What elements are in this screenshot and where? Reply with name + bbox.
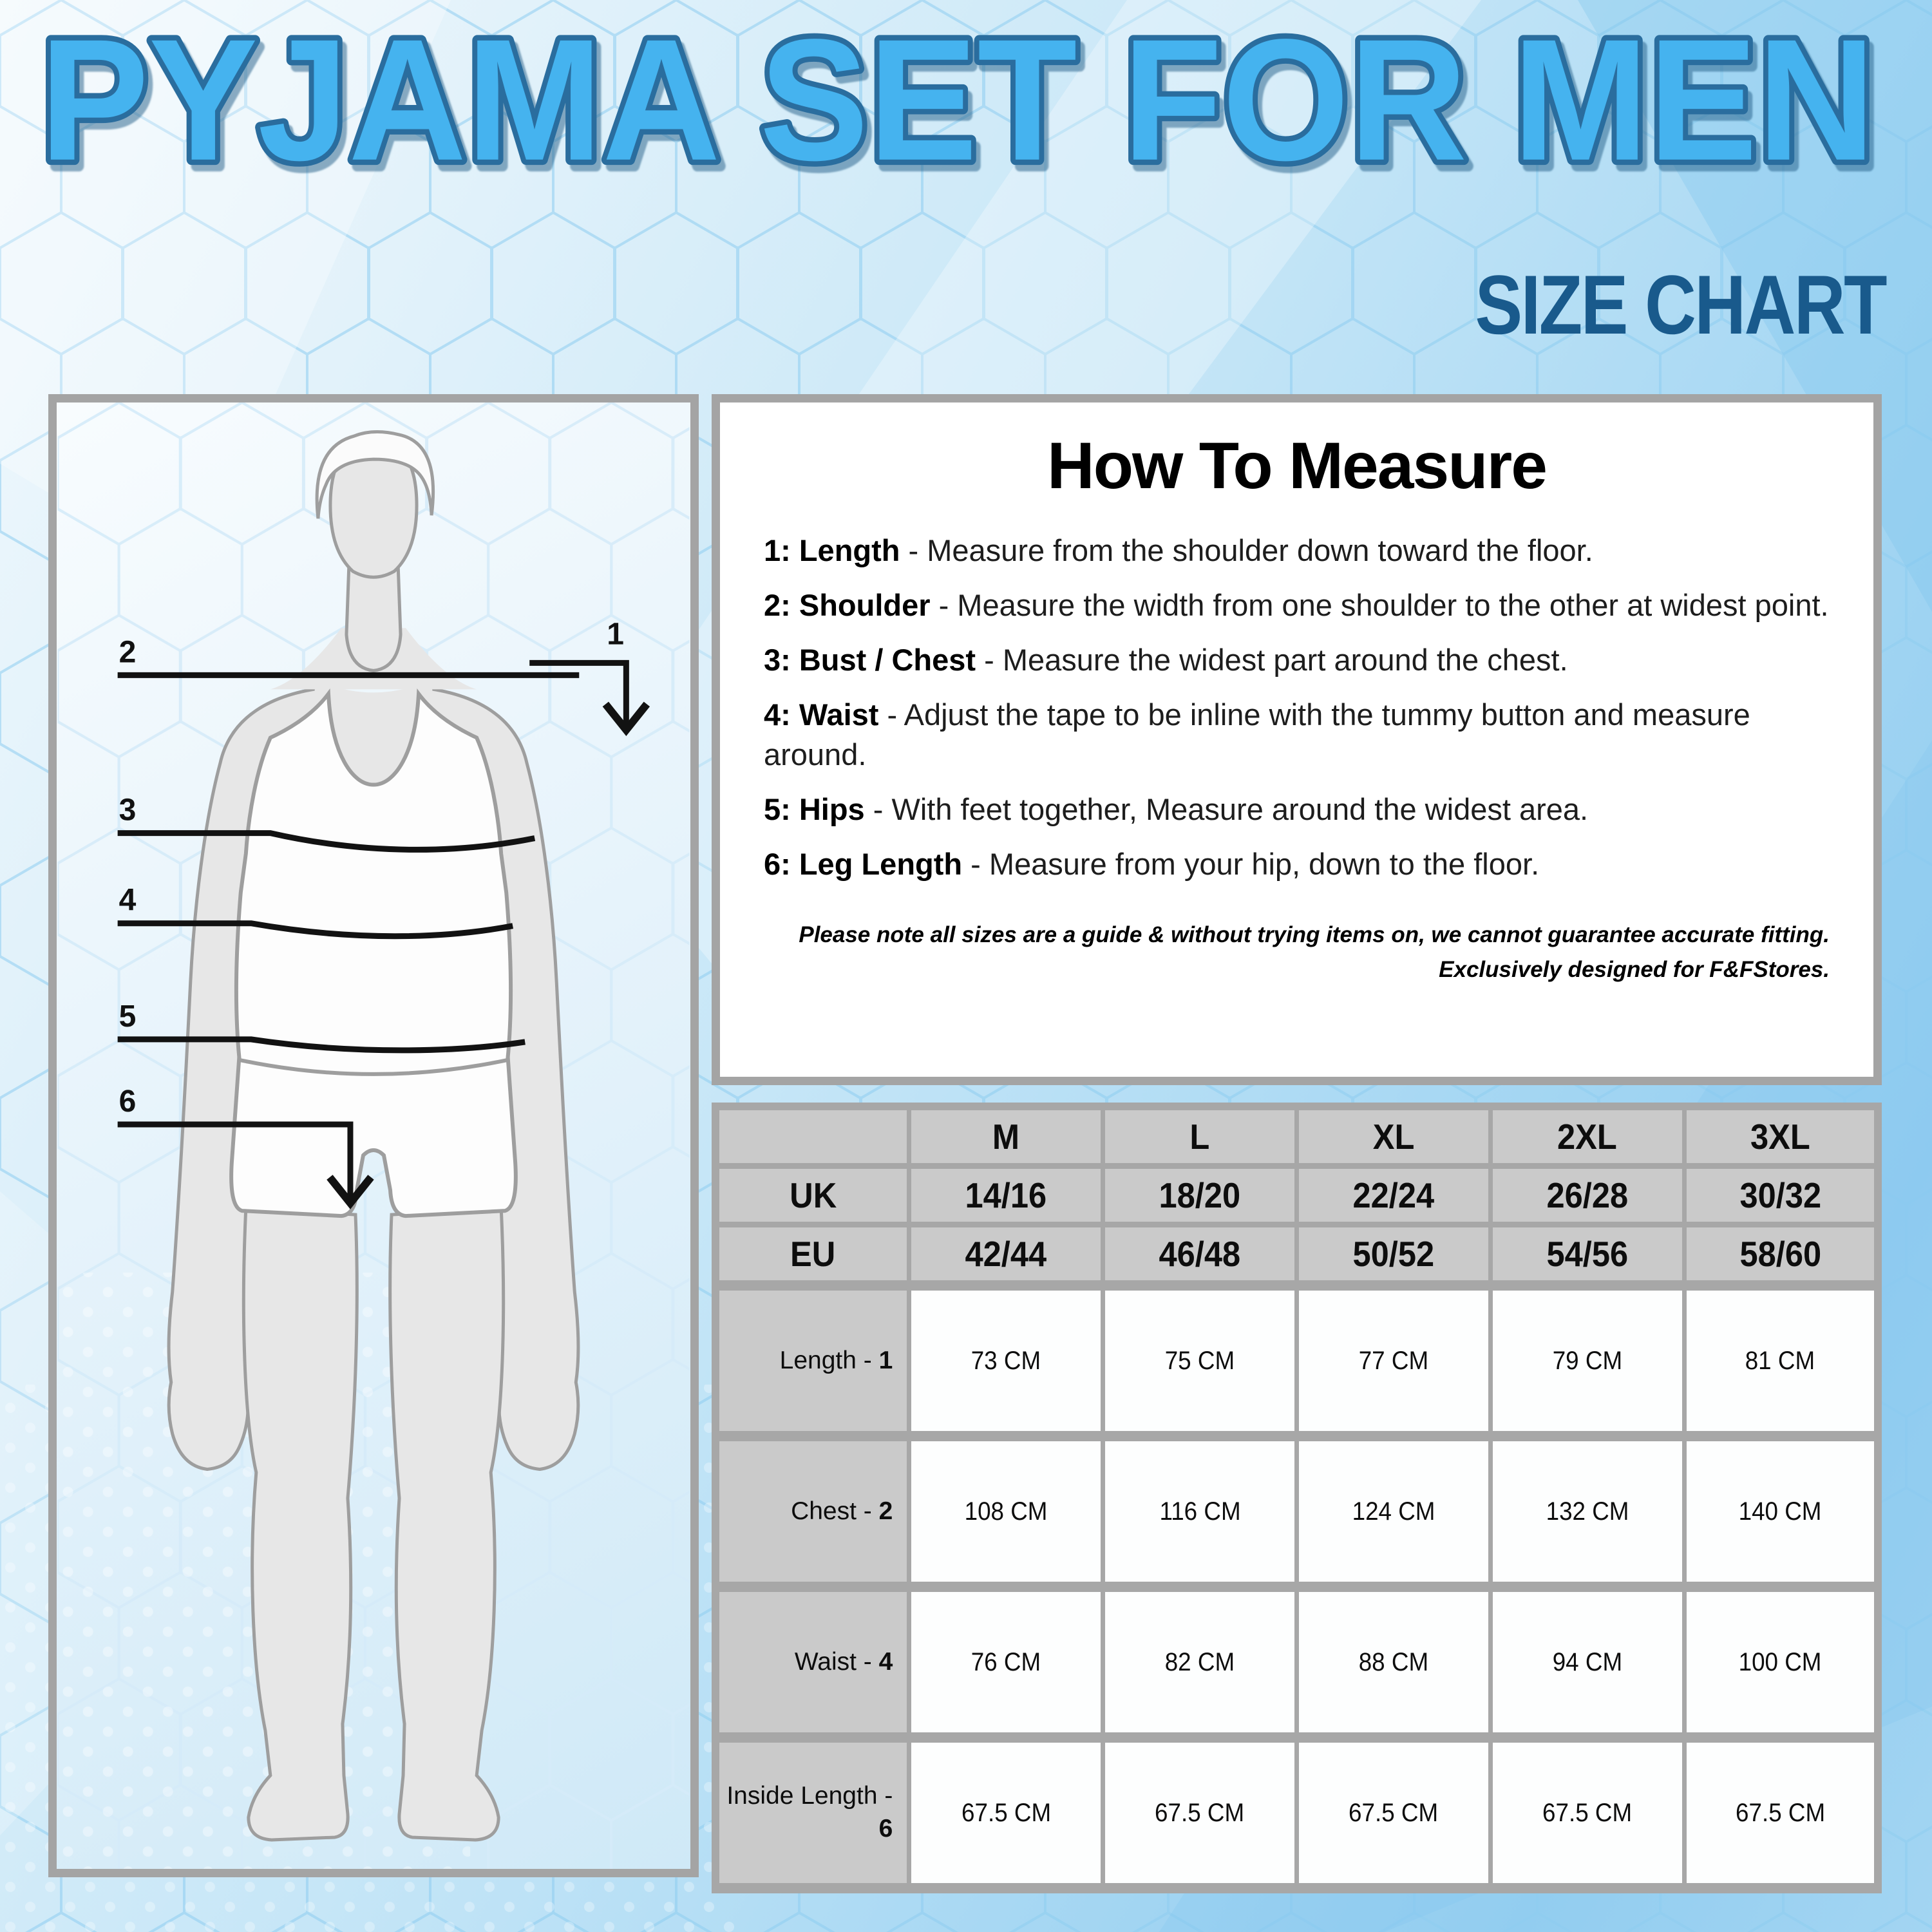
inside-length-row: Inside Length - 6 67.5 CM 67.5 CM 67.5 C… (713, 1732, 1880, 1893)
instruction-chest: 3: Bust / Chest - Measure the widest par… (764, 643, 1568, 677)
length-row-label: Length - 1 (713, 1280, 912, 1441)
eu-label: EU (713, 1222, 912, 1289)
marker-4: 4 (119, 884, 137, 918)
measure-instructions: 1: Length - Measure from the shoulder do… (764, 531, 1830, 884)
instruction-waist: 4: Waist - Adjust the tape to be inline … (764, 697, 1750, 772)
waist-row-label: Waist - 4 (713, 1582, 912, 1743)
figure-tank-top (234, 688, 513, 1076)
disclaimer-line-2: Exclusively designed for F&FStores. (1439, 957, 1830, 983)
header: PYJAMA SET FOR MEN (37, 17, 1880, 202)
instruction-shoulder: 2: Shoulder - Measure the width from one… (764, 588, 1829, 623)
marker-1: 1 (607, 617, 624, 651)
chest-row: Chest - 2 108 CM 116 CM 124 CM 132 CM 14… (713, 1431, 1880, 1592)
arrow-6 (327, 1175, 374, 1209)
figure-legs (242, 1206, 506, 1842)
size-chart-subtitle: SIZE CHART (1475, 258, 1888, 352)
waist-row: Waist - 4 76 CM 82 CM 88 CM 94 CM 100 CM (713, 1582, 1880, 1743)
line-4-waist (117, 920, 514, 940)
instruction-leg-length: 6: Leg Length - Measure from your hip, d… (764, 847, 1540, 882)
uk-sizes-row: UK 14/16 18/20 22/24 26/28 30/32 (713, 1163, 1880, 1227)
marker-6: 6 (119, 1084, 137, 1119)
size-m: M (907, 1103, 1106, 1169)
measurement-labels: 1 2 3 4 5 6 (119, 617, 624, 1119)
length-row: Length - 1 73 CM 75 CM 77 CM 79 CM 81 CM (713, 1280, 1880, 1441)
figure-neck (345, 562, 402, 672)
figure-hair (315, 430, 435, 519)
size-2xl: 2XL (1488, 1103, 1687, 1169)
size-disclaimer: Please note all sizes are a guide & with… (764, 918, 1830, 988)
chest-row-label: Chest - 2 (713, 1431, 912, 1592)
page-title: PYJAMA SET FOR MEN (40, 17, 1875, 196)
size-xl: XL (1294, 1103, 1493, 1169)
marker-2: 2 (119, 635, 137, 669)
instruction-hips: 5: Hips - With feet together, Measure ar… (764, 792, 1589, 827)
uk-label: UK (713, 1163, 912, 1227)
disclaimer-line-1: Please note all sizes are a guide & with… (799, 922, 1830, 948)
body-measurement-diagram: 1 2 3 4 5 6 (48, 394, 699, 1877)
size-l: L (1101, 1103, 1299, 1169)
line-1-length (529, 659, 629, 728)
marker-5: 5 (119, 999, 137, 1034)
how-to-measure-panel: How To Measure 1: Length - Measure from … (712, 394, 1882, 1085)
size-3xl: 3XL (1681, 1103, 1880, 1169)
inside-length-row-label: Inside Length - 6 (713, 1732, 912, 1893)
instruction-length: 1: Length - Measure from the shoulder do… (764, 533, 1593, 567)
corner-cell (713, 1103, 912, 1169)
eu-sizes-row: EU 42/44 46/48 50/52 54/56 58/60 (713, 1222, 1880, 1289)
measurement-lines (117, 659, 650, 1209)
line-3-chest (117, 830, 536, 853)
line-5-hips (117, 1036, 526, 1054)
size-table: M L XL 2XL 3XL UK 14/16 18/20 22/24 26/2… (712, 1103, 1882, 1893)
line-6-leg-length (117, 1121, 354, 1201)
marker-3: 3 (119, 793, 137, 828)
body-figure-illustration: 1 2 3 4 5 6 (57, 402, 690, 1869)
how-to-measure-heading: How To Measure (1047, 429, 1548, 502)
arrow-1 (602, 701, 650, 737)
size-header-row: M L XL 2XL 3XL (713, 1103, 1880, 1169)
